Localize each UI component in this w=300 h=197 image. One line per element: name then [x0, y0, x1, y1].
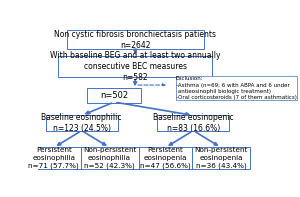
- Text: Persistent
eosinopenia
n=47 (56.6%): Persistent eosinopenia n=47 (56.6%): [140, 147, 191, 169]
- Text: n=502: n=502: [100, 91, 128, 100]
- FancyBboxPatch shape: [46, 115, 118, 131]
- FancyBboxPatch shape: [157, 115, 229, 131]
- FancyBboxPatch shape: [67, 30, 204, 49]
- Text: Persistent
eosinophilia
n=71 (57.7%): Persistent eosinophilia n=71 (57.7%): [28, 147, 79, 169]
- Text: Baseline eosinophilic
n=123 (24.5%): Baseline eosinophilic n=123 (24.5%): [41, 113, 122, 133]
- Text: Non cystic fibrosis bronchiectasis patients
n=2642: Non cystic fibrosis bronchiectasis patie…: [54, 30, 216, 50]
- FancyBboxPatch shape: [27, 147, 80, 169]
- FancyBboxPatch shape: [192, 147, 250, 169]
- FancyBboxPatch shape: [139, 147, 192, 169]
- FancyBboxPatch shape: [58, 56, 212, 77]
- FancyBboxPatch shape: [88, 88, 141, 103]
- Text: With baseline BEG and at least two annually
consecutive BEC measures
n=582: With baseline BEG and at least two annua…: [50, 51, 220, 83]
- Text: Non-persistent
eosinophilia
n=52 (42.3%): Non-persistent eosinophilia n=52 (42.3%): [83, 147, 136, 169]
- Text: Baseline eosinopenic
n=83 (16.6%): Baseline eosinopenic n=83 (16.6%): [153, 113, 234, 133]
- Text: Non-persistent
eosinopenia
n=36 (43.4%): Non-persistent eosinopenia n=36 (43.4%): [194, 147, 248, 169]
- Text: Exclusion:
-Asthma (n=69; 6 with ABPA and 6 under
 antieosinophil biologic treat: Exclusion: -Asthma (n=69; 6 with ABPA an…: [176, 76, 297, 100]
- FancyBboxPatch shape: [80, 147, 139, 169]
